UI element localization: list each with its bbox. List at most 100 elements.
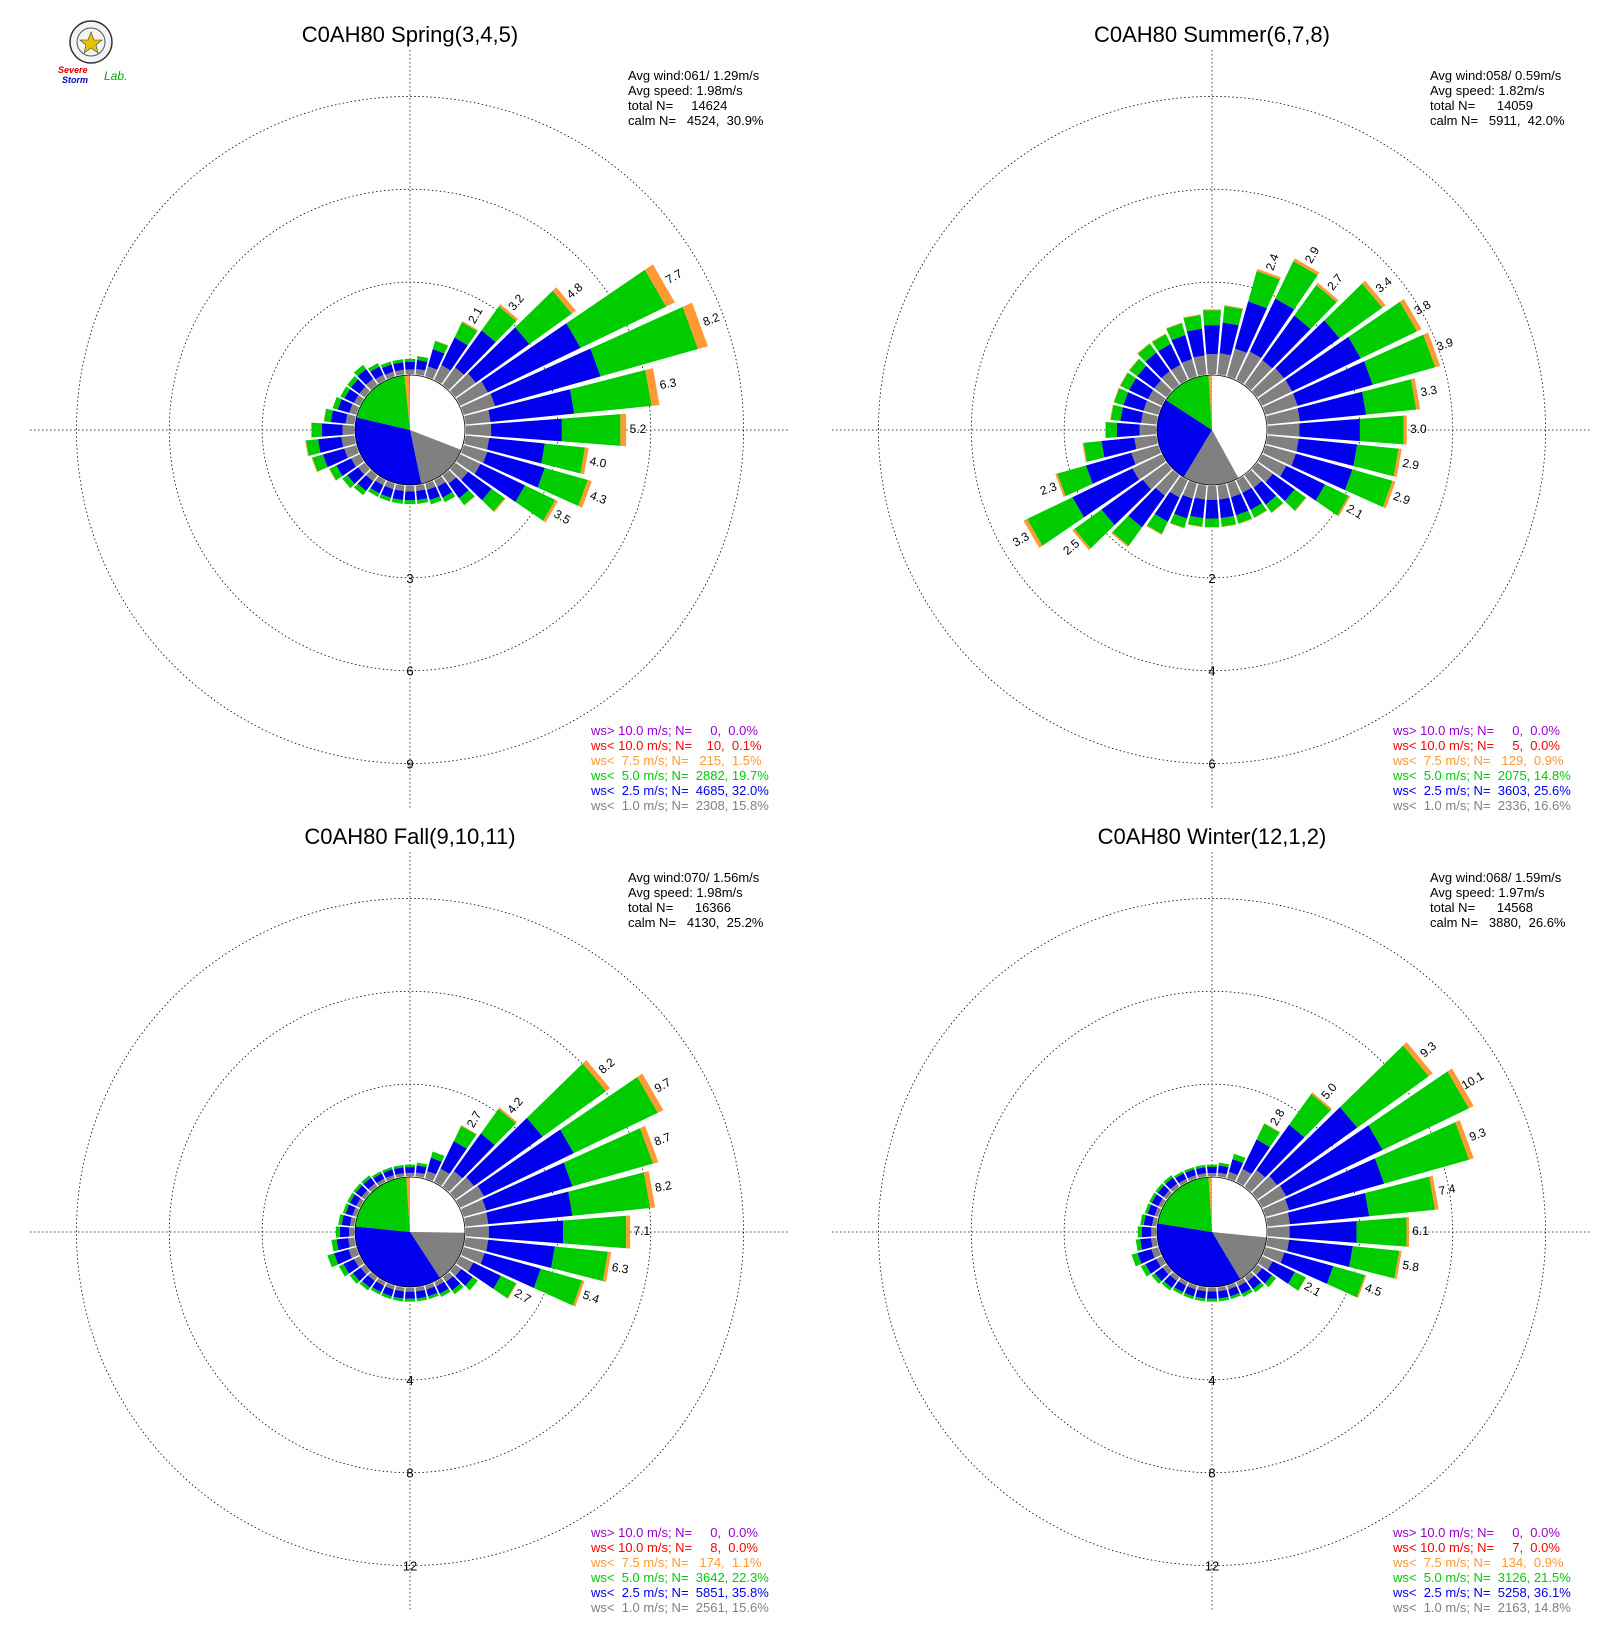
rose-spoke-70-band-2 [1364,334,1436,385]
rose-spoke-90-band-0 [1267,423,1300,437]
rose-spoke-50-band-0 [1252,1175,1278,1200]
rose-spoke-70-band-3 [682,302,708,350]
rose-spoke-280-band-2 [1110,404,1123,421]
rose-spoke-270-band-1 [321,423,343,437]
rose-spoke-320-band-0 [1170,1183,1180,1192]
rose-spoke-180-band-2 [1206,1298,1218,1302]
rose-spoke-80-band-2 [1365,1176,1436,1217]
rose-spoke-110-band-0 [461,445,488,464]
rose-spoke-70-band-0 [461,1199,487,1217]
rose-spoke-280-band-0 [1151,1217,1158,1227]
rose-percent-label: 2.5 [1060,536,1082,558]
calm-circle [1156,374,1268,486]
rose-percent-label: 2.7 [464,1108,485,1130]
rose-spoke-130-band-2 [482,488,505,512]
rose-spoke-290-band-0 [1154,1207,1161,1217]
rose-spoke-120-band-0 [1258,1256,1273,1270]
rose-spoke-350-band-1 [1195,1167,1207,1175]
rose-spoke-0-band-0 [1207,1173,1217,1177]
rose-percent-label: 3.9 [1435,335,1456,354]
rose-spoke-20-band-3 [435,340,449,346]
rose-spoke-130-band-3 [493,498,506,513]
rose-spoke-170-band-1 [415,1289,427,1299]
rose-spoke-260-band-0 [1150,1237,1158,1248]
rose-spoke-190-band-1 [393,1289,405,1299]
rose-spoke-110-band-2 [1326,1266,1365,1298]
rose-spoke-310-band-2 [1129,358,1147,377]
rose-percent-label: 7.1 [633,1224,650,1238]
calm-pie-slice-2 [1156,1223,1241,1287]
calm-pie-slice-1 [1183,430,1239,486]
rose-spoke-70-band-3 [1423,332,1441,368]
rose-spoke-280-band-2 [323,408,333,423]
calm-circle [354,1176,466,1288]
rose-spoke-20-band-0 [425,1171,437,1181]
rose-spoke-230-band-1 [347,467,365,485]
rose-spoke-120-band-1 [1267,1261,1296,1284]
rose-spoke-190-band-2 [1187,515,1204,527]
rose-spoke-310-band-2 [353,1183,363,1193]
rose-spoke-290-band-1 [1123,392,1148,411]
rose-spoke-270-band-0 [1139,424,1157,436]
rose-percent-label: 4.5 [1363,1280,1384,1299]
rose-percent-label: 3.3 [1419,383,1438,400]
rose-spoke-30-band-2 [453,1125,477,1149]
panel-stat-line: Avg speed: 1.98m/s [628,83,743,98]
rose-spoke-220-band-2 [1112,515,1143,546]
rose-spoke-340-band-2 [1166,323,1186,341]
rose-spoke-90-band-2 [1356,1217,1407,1247]
rose-spoke-110-band-0 [1263,1247,1285,1263]
rose-spoke-20-band-0 [425,366,438,379]
rose-spoke-50-band-2 [1324,283,1383,339]
rose-spoke-120-band-3 [1298,1277,1307,1292]
rose-spoke-350-band-0 [1197,1173,1207,1178]
rose-spoke-300-band-3 [1119,372,1128,386]
rose-spoke-180-band-2 [1204,518,1220,528]
legend-entry: ws< 5.0 m/s; N= 2075, 14.8% [1392,768,1571,783]
rose-spoke-290-band-1 [1147,1204,1158,1216]
rose-spoke-240-band-2 [329,465,343,481]
rose-spoke-0-band-2 [1206,1164,1218,1168]
rose-spoke-260-band-3 [1082,442,1087,463]
rose-ring-label: 12 [1205,1559,1219,1574]
rose-spoke-100-band-2 [541,443,586,474]
rose-spoke-270-band-2 [1137,1226,1142,1238]
rose-spoke-240-band-1 [1072,468,1139,518]
rose-spoke-250-band-0 [344,445,359,459]
rose-spoke-30-band-3 [1293,258,1320,276]
rose-spoke-180-band-0 [405,1287,415,1292]
rose-spoke-330-band-0 [1171,364,1188,384]
panel-title: C0AH80 Winter(12,1,2) [1098,824,1327,849]
rose-spoke-170-band-1 [1217,1289,1229,1299]
rose-percent-label: 7.4 [1438,1181,1457,1198]
legend-entry: ws< 2.5 m/s; N= 4685, 32.0% [590,783,769,798]
rose-spoke-10-band-2 [1222,306,1243,326]
rose-percent-label: 5.8 [1401,1258,1420,1275]
severe-storm-lab-logo: Severe Storm Lab. [58,20,127,85]
rose-spoke-220-band-0 [1169,1272,1180,1281]
rose-spoke-280-band-3 [1110,404,1114,420]
rose-percent-label: 8.2 [596,1055,618,1077]
legend-entry: ws< 5.0 m/s; N= 2882, 19.7% [590,768,769,783]
rose-spoke-130-band-3 [1294,497,1307,512]
rose-spoke-240-band-1 [336,458,356,477]
rose-spoke-130-band-1 [1265,473,1295,502]
logo-text-storm: Storm [62,75,88,85]
rose-spoke-90-band-1 [491,418,562,442]
rose-spoke-220-band-1 [1163,1275,1177,1288]
rose-ring-label: 12 [403,1559,417,1574]
rose-spoke-10-band-3 [1224,304,1244,310]
rose-spoke-150-band-0 [434,1278,445,1287]
rose-spoke-10-band-1 [1217,1165,1229,1175]
rose-spoke-340-band-1 [1185,1169,1197,1179]
rose-spoke-300-band-0 [353,394,364,406]
rose-spoke-280-band-1 [330,410,348,424]
rose-spoke-140-band-1 [1253,481,1277,505]
rose-spoke-330-band-2 [1152,334,1171,352]
legend-entry: ws< 5.0 m/s; N= 3126, 21.5% [1392,1570,1571,1585]
rose-spoke-90-band-2 [1359,415,1404,445]
legend-entry: ws< 7.5 m/s; N= 215, 1.5% [590,753,762,768]
rose-spoke-110-band-3 [1382,480,1396,509]
rose-spoke-270-band-3 [1105,421,1106,439]
rose-spoke-270-band-1 [1116,422,1140,438]
